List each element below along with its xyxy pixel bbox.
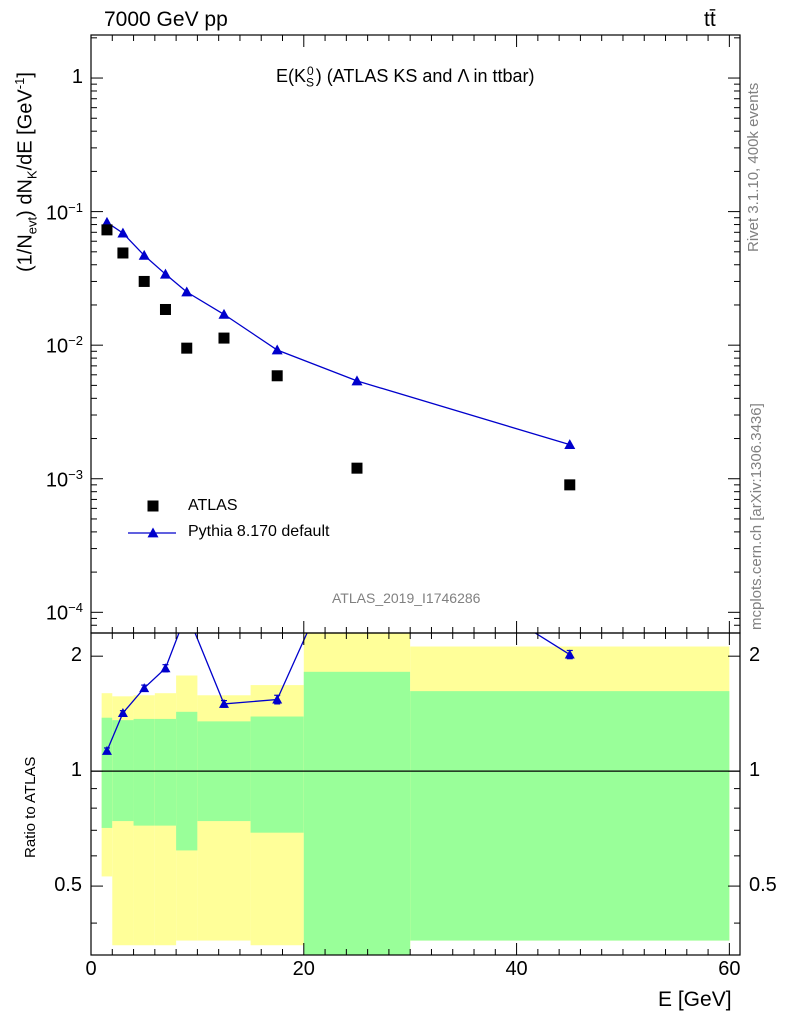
- main-data-point: [181, 342, 193, 354]
- main-frame: [90, 34, 741, 634]
- header-left: 7000 GeV pp: [104, 8, 228, 31]
- legend-markers: [128, 500, 176, 538]
- header-right: tt̄: [704, 8, 716, 31]
- main-mc-series: [101, 216, 576, 450]
- main-data-series: [101, 224, 576, 491]
- main-mc-point: [564, 439, 576, 450]
- main-mc-line: [106, 221, 570, 446]
- ratio-mc-point: [101, 745, 112, 755]
- main-y-axis-label: (1/Nevt) dNK/dE [GeV-1]: [12, 72, 40, 272]
- ratio-mc-point: [117, 707, 128, 717]
- ratio-y-axis-label: Ratio to ATLAS: [22, 756, 39, 858]
- main-mc-point: [351, 375, 363, 386]
- title-rest: ) (ATLAS KS and Λ in ttbar): [315, 66, 535, 86]
- tick-label-base: 10: [45, 469, 69, 492]
- main-y-tick-label: 1: [72, 66, 83, 89]
- watermark: ATLAS_2019_I1746286: [332, 590, 481, 606]
- main-mc-point: [271, 344, 283, 355]
- main-data-point: [351, 462, 363, 474]
- legend-entry-pythia: Pythia 8.170 default: [188, 523, 330, 540]
- title-sup: 0: [307, 64, 314, 78]
- band-inner-8: [410, 691, 730, 941]
- band-inner-4: [176, 711, 198, 851]
- legend-entry-atlas: ATLAS: [188, 497, 238, 514]
- tick-label-base: 10: [45, 602, 69, 625]
- ratio-mc-point: [564, 649, 575, 659]
- x-axis-label: E [GeV]: [658, 988, 732, 1011]
- ratio-mc-point: [272, 694, 283, 704]
- ratio-mc-line: [106, 633, 571, 752]
- main-data-point: [138, 275, 150, 287]
- tick-label-base: 10: [45, 202, 69, 225]
- tick-label-exponent: −3: [68, 466, 83, 482]
- ratio-y-tick-label-right: 2: [749, 644, 761, 667]
- band-inner-6: [250, 716, 304, 833]
- main-data-point: [564, 479, 576, 491]
- rivet-label: Rivet 3.1.10, 400k events: [745, 82, 762, 252]
- ratio-y-tick-label-right: 1: [749, 759, 761, 782]
- main-data-point: [101, 224, 113, 236]
- legend-pythia-marker: [147, 527, 159, 538]
- band-inner-3: [154, 718, 177, 826]
- main-mc-point: [101, 216, 113, 227]
- legend-atlas-marker: [147, 500, 159, 512]
- tick-label-base: 1: [71, 66, 83, 89]
- tick-label-exponent: −2: [68, 333, 83, 349]
- main-y-tick-label: 10−2: [46, 333, 83, 359]
- title-main: E(K: [276, 66, 307, 86]
- title-sub: S: [306, 75, 315, 90]
- main-y-tick-label: 10−3: [46, 467, 83, 493]
- main-mc-point: [181, 286, 193, 297]
- main-mc-point: [159, 268, 171, 279]
- ratio-mc-point: [218, 698, 229, 708]
- x-tick-label: 60: [718, 958, 741, 980]
- tick-label-exponent: −4: [68, 600, 83, 616]
- main-mc-point: [138, 249, 150, 260]
- ratio-mc-point: [139, 683, 150, 693]
- main-data-point: [271, 370, 283, 382]
- main-y-tick-label: 10−1: [46, 200, 83, 226]
- main-data-point: [117, 247, 129, 259]
- main-mc-point: [117, 227, 129, 238]
- ratio-y-tick-label-left: 2: [70, 644, 82, 667]
- tick-label-exponent: −1: [68, 199, 83, 215]
- x-tick-label: 20: [292, 958, 315, 980]
- main-data-point: [218, 332, 230, 344]
- ratio-mc-point: [160, 663, 171, 673]
- main-title: E(KS0) (ATLAS KS and Λ in ttbar): [276, 64, 535, 90]
- ratio-y-tick-label-left: 0.5: [54, 874, 82, 897]
- main-data-point: [159, 303, 171, 315]
- band-inner-2: [133, 718, 155, 826]
- main-y-tick-label: 10−4: [46, 600, 83, 626]
- source-label: mcplots.cern.ch [arXiv:1306.3436]: [748, 403, 765, 630]
- band-inner-7: [303, 671, 411, 955]
- band-inner-0: [101, 717, 113, 828]
- ratio-y-tick-label-right: 0.5: [749, 874, 777, 897]
- axis-ticks: [90, 35, 740, 955]
- ratio-y-tick-label-left: 1: [70, 759, 82, 782]
- ratio-uncertainty-bands: [101, 633, 730, 955]
- main-mc-point: [218, 308, 230, 319]
- ratio-frame: [90, 632, 741, 956]
- x-tick-label: 0: [85, 958, 97, 980]
- tick-label-base: 10: [45, 335, 69, 358]
- x-tick-label: 40: [505, 958, 528, 980]
- axes-frames: [90, 34, 741, 956]
- ratio-mc-series: [101, 633, 575, 755]
